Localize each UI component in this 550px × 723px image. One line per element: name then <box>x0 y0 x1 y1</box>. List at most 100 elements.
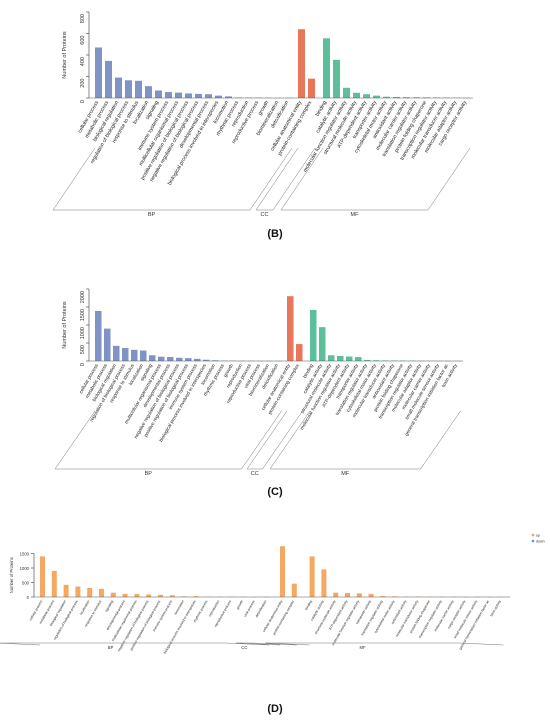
bar-bp-multicellular-organismal-process <box>158 356 165 361</box>
bar-mf-molecular-function-regulator-activity <box>343 87 350 98</box>
bar-bp-biological-regulation <box>113 345 120 361</box>
bar-mf-catalytic-activity <box>321 569 327 597</box>
panel-label: (D) <box>267 703 283 715</box>
x-tick-label: localization <box>79 599 91 615</box>
bar-bp-positive-regulation-of-biological-process <box>158 594 163 597</box>
y-tick-label: 600 <box>80 36 86 45</box>
x-tick-label: binding <box>304 599 313 610</box>
y-tick-label: 2000 <box>80 291 86 303</box>
bar-bp-negative-regulation-of-biological-process <box>176 357 183 361</box>
bar-bp-regulation-of-biological-process <box>125 80 132 98</box>
panel-label: (C) <box>267 486 283 498</box>
bar-bp-cellular-process <box>95 310 102 361</box>
group-label-bp: BP <box>148 212 156 218</box>
bar-bp-locomotion <box>225 96 232 98</box>
group-label-bp: BP <box>145 471 153 477</box>
y-axis-label: Number of Proteins <box>62 301 68 349</box>
bar-mf-structural-molecule-activity <box>328 355 335 361</box>
bar-cc-protein-containing-complex <box>308 78 315 98</box>
bar-bp-negative-regulation-of-biological-process <box>146 594 152 597</box>
bar-bp-biological-process-involved-in-interspecies <box>203 359 210 361</box>
bar-bp-rhythmic-process <box>235 97 242 98</box>
group-label-mf: MF <box>341 471 350 477</box>
bar-mf-translation-regulator-activity <box>413 97 420 98</box>
bar-mf-structural-molecule-activity <box>333 592 339 597</box>
bar-cc-cellular-anatomical-entity <box>280 546 285 597</box>
y-tick-label: 0 <box>80 363 86 366</box>
x-tick-label: growth <box>236 599 244 610</box>
bar-bp-signaling <box>110 592 116 597</box>
bar-mf-antioxidant-activity <box>393 96 400 98</box>
bar-mf-transporter-activity <box>355 357 362 361</box>
bar-bp-response-to-stimulus <box>99 588 104 597</box>
group-label-mf: MF <box>351 212 360 218</box>
group-bracket-bp <box>52 147 293 211</box>
bar-mf-catalytic-activity <box>333 59 340 98</box>
x-tick-label: locomotion <box>174 599 186 615</box>
group-bracket-cc <box>255 147 316 211</box>
bar-bp-developmental-process <box>167 357 174 361</box>
legend-swatch-up <box>531 533 535 537</box>
bar-bp-signaling <box>149 355 156 361</box>
bar-mf-cytoskeletal-motor-activity <box>392 596 398 597</box>
bar-bp-metabolic-process <box>51 570 57 597</box>
y-tick-label: 0 <box>80 100 86 103</box>
group-bracket-mf <box>265 642 504 646</box>
x-tick-label: translation regulator activity <box>360 599 384 636</box>
y-tick-label: 0 <box>27 595 30 600</box>
bar-bp-positive-regulation-of-biological-process <box>185 93 192 98</box>
bar-bp-cellular-process <box>40 556 45 597</box>
group-bracket-mf <box>280 147 471 211</box>
y-tick-label: 1000 <box>20 566 30 571</box>
bar-bp-locomotion <box>181 596 187 597</box>
group-label-bp: BP <box>108 645 114 650</box>
bar-bp-localization <box>140 350 147 361</box>
bar-bp-signaling <box>155 90 162 98</box>
bar-mf-structural-molecule-activity <box>353 92 360 98</box>
bar-bp-localization <box>87 588 93 597</box>
group-label-cc: CC <box>261 212 269 218</box>
bar-mf-cytoskeletal-motor-activity <box>373 360 380 361</box>
bar-mf-transcription-regulator-activity <box>433 97 440 98</box>
bar-cc-protein-containing-complex <box>296 344 303 361</box>
x-tick-label: toxin activity <box>489 599 502 617</box>
group-label-cc: CC <box>251 471 259 477</box>
y-axis-label: Number of Proteins <box>62 31 68 79</box>
group-label-mf: MF <box>359 645 365 650</box>
x-tick-label: detoxification <box>254 599 267 618</box>
bar-bp-biological-regulation <box>63 584 69 597</box>
bar-mf-binding <box>323 38 330 98</box>
bar-bp-developmental-process <box>122 593 128 597</box>
panel-label: (B) <box>267 228 283 240</box>
bar-bp-locomotion <box>212 360 219 361</box>
group-label-cc: CC <box>241 645 247 650</box>
x-tick-label: regulation of biological process <box>53 599 79 641</box>
x-tick-label: viral process <box>243 599 256 617</box>
bar-cc-protein-containing-complex <box>291 583 297 597</box>
y-tick-label: 400 <box>80 57 86 66</box>
group-bracket-bp <box>0 642 270 646</box>
group-bracket-cc <box>246 410 303 470</box>
bar-cc-cellular-anatomical-entity <box>298 29 305 99</box>
y-tick-label: 500 <box>80 345 86 354</box>
x-tick-label: reproduction <box>208 599 221 617</box>
bar-bp-immune-system-process <box>169 595 175 597</box>
bar-bp-response-to-stimulus <box>131 349 138 361</box>
bar-bp-multicellular-organismal-process <box>175 92 182 98</box>
bar-bp-biological-process-involved-in-interspecies <box>215 95 222 98</box>
legend-label-up: up <box>536 533 540 537</box>
bar-cc-cellular-anatomical-entity <box>287 296 294 361</box>
legend-label-down: down <box>536 539 545 543</box>
bar-mf-cytoskeletal-motor-activity <box>383 96 390 98</box>
bar-bp-response-to-stimulus <box>135 80 142 98</box>
group-bracket-cc <box>235 642 297 646</box>
bar-bp-immune-system-process <box>165 92 172 98</box>
bar-mf-molecular-transducer-activity <box>382 360 389 361</box>
bar-mf-atp-dependent-activity <box>363 94 370 98</box>
bar-mf-translation-regulator-activity <box>364 359 371 361</box>
y-tick-label: 1500 <box>80 309 86 321</box>
